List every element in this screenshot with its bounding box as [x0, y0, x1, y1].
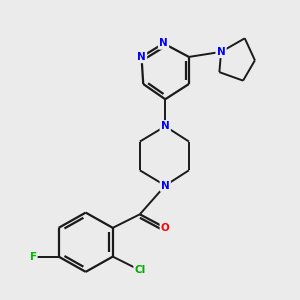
Text: Cl: Cl	[134, 265, 146, 275]
Text: N: N	[159, 38, 168, 48]
Text: N: N	[161, 121, 170, 131]
Text: N: N	[217, 47, 225, 57]
Text: N: N	[137, 52, 146, 62]
Text: O: O	[161, 223, 170, 233]
Text: N: N	[161, 181, 170, 190]
Text: F: F	[30, 252, 37, 262]
